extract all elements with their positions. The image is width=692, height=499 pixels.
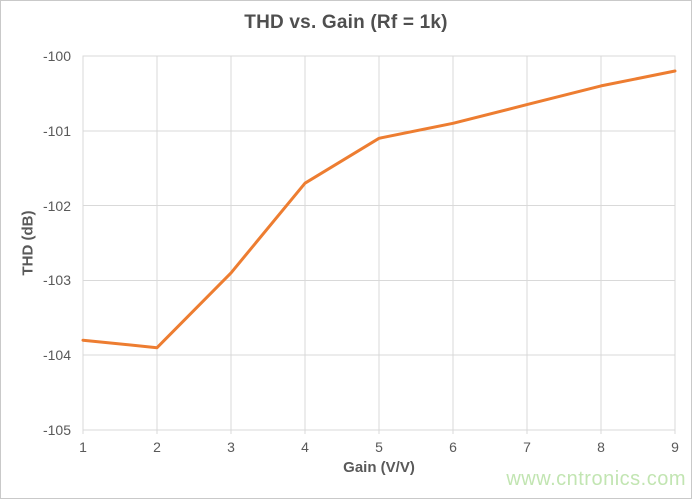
x-axis-title: Gain (V/V) bbox=[343, 459, 415, 476]
y-tick-label: -103 bbox=[42, 272, 71, 289]
y-axis-title: THD (dB) bbox=[19, 210, 37, 276]
y-tick-label: -101 bbox=[42, 122, 71, 139]
x-tick-label: 9 bbox=[671, 439, 679, 455]
y-tick-label: -104 bbox=[42, 347, 71, 364]
y-tick-label: -102 bbox=[42, 197, 71, 214]
series-line-thd bbox=[81, 69, 677, 350]
y-tick-label: -105 bbox=[42, 422, 71, 438]
x-tick-label: 7 bbox=[523, 439, 531, 455]
chart-title: THD vs. Gain (Rf = 1k) bbox=[244, 12, 448, 33]
x-tick-label: 3 bbox=[227, 439, 235, 455]
x-tick-label: 6 bbox=[449, 439, 457, 455]
x-tick-label: 1 bbox=[79, 439, 87, 455]
x-tick-label: 4 bbox=[301, 439, 309, 455]
x-tick-label: 8 bbox=[597, 439, 605, 455]
watermark: www.cntronics.com bbox=[506, 468, 686, 490]
x-tick-label: 2 bbox=[153, 439, 161, 455]
plot-border bbox=[82, 55, 676, 431]
y-tick-label: -100 bbox=[42, 48, 71, 64]
x-tick-label: 5 bbox=[375, 439, 383, 455]
